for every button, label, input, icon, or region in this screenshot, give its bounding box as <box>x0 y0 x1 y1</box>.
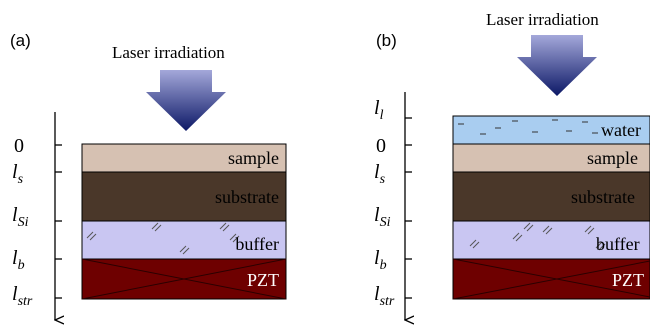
panel-a-laser-arrow <box>146 70 226 131</box>
panel-b-water-label: water <box>601 120 641 140</box>
panel-b-buffer-hatch <box>469 222 606 251</box>
panel-b-water-dashes <box>458 119 598 135</box>
panel-a-axis-ticks <box>55 144 62 299</box>
panel-a-pzt-label: PZT <box>247 270 279 290</box>
panel-a-axis-lstr: lstr <box>12 283 33 309</box>
panel-b-axis-ticks <box>405 117 412 299</box>
panel-b-axis-lstr: lstr <box>374 283 395 309</box>
panel-b-substrate-layer <box>452 171 650 222</box>
panel-a-buffer-hatch <box>86 222 240 255</box>
panel-b-sample-layer <box>452 143 650 173</box>
panel-a-buffer-label: buffer <box>235 234 279 254</box>
panel-a-label: (a) <box>10 31 31 50</box>
panel-a-axis-ls: ls <box>12 161 24 187</box>
panel-a-sample-label: sample <box>228 148 279 168</box>
panel-b-title: Laser irradiation <box>486 10 599 29</box>
panel-a: (a) Laser irradiation 0 ls lSi lb lstr s… <box>10 31 287 320</box>
panel-b-buffer-layer <box>452 220 650 260</box>
panel-b-axis-lsi: lSi <box>374 204 391 230</box>
panel-a-axis-lsi: lSi <box>12 204 29 230</box>
panel-a-axis-lb: lb <box>12 247 25 273</box>
panel-b-substrate-label: substrate <box>571 187 635 207</box>
panel-b-water-layer <box>452 115 650 145</box>
panel-a-pzt-cross <box>81 258 287 300</box>
panel-b-axis-ll: ll <box>374 97 384 123</box>
panel-b: (b) Laser irradiation ll 0 ls lSi lb lst… <box>374 10 650 320</box>
panel-b-buffer-label: buffer <box>596 234 640 254</box>
panel-b-axis-zero: 0 <box>376 135 386 157</box>
panel-b-axis-lb: lb <box>374 247 387 273</box>
panel-a-axis-zero: 0 <box>14 135 24 157</box>
panel-b-sample-label: sample <box>587 148 638 168</box>
panel-b-label: (b) <box>376 31 397 50</box>
panel-a-title: Laser irradiation <box>112 43 225 62</box>
panel-b-laser-arrow <box>517 35 597 96</box>
panel-a-substrate-label: substrate <box>215 187 279 207</box>
panel-a-substrate-layer <box>81 171 287 222</box>
panel-b-pzt-label: PZT <box>612 270 644 290</box>
panel-b-axis-ls: ls <box>374 161 386 187</box>
panel-b-pzt-cross <box>452 258 650 300</box>
